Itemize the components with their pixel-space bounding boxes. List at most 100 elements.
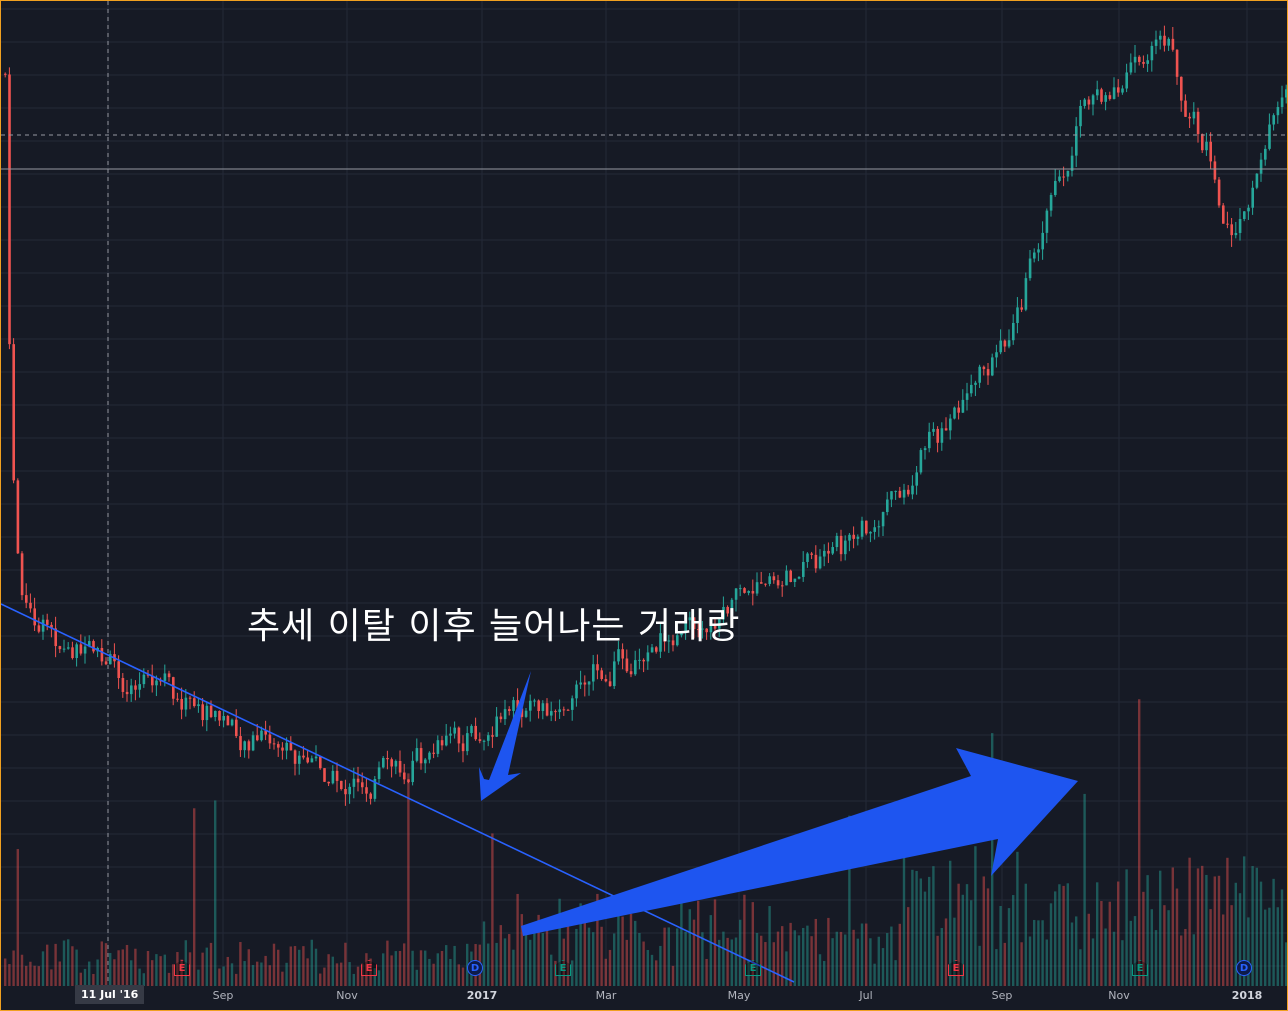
volume-bar [1243,856,1246,986]
volume-bar [394,951,397,986]
candle-body [432,752,435,754]
candle-body [264,730,267,735]
volume-bar [415,969,418,986]
volume-bar [676,928,679,986]
earnings-marker[interactable]: E [745,960,761,976]
volume-bar [839,931,843,986]
volume-bar [877,936,880,986]
volume-bar [1054,891,1057,986]
candle-body [50,624,53,629]
volume-bar [688,909,691,986]
volume-bar [12,950,15,986]
volume-bar [1234,882,1237,986]
candle-body [487,735,490,741]
volume-bar [1096,882,1099,986]
volume-bar [20,954,24,986]
volume-bar [243,961,246,986]
candle-body [260,730,263,741]
earnings-marker[interactable]: E [948,960,964,976]
candle-body [907,489,910,495]
volume-bar [764,942,767,986]
candle-body [1238,218,1242,233]
candle-body [991,357,994,376]
dividend-marker[interactable]: D [1236,960,1252,976]
candle-body [319,756,322,769]
volume-bar [625,939,628,986]
candle-body [1062,176,1065,178]
volume-bar [1066,883,1069,986]
candle-body [1066,170,1070,177]
candle-body [671,640,675,646]
candle-body [1096,89,1099,96]
volume-bar [1083,793,1086,986]
volume-bar [1125,869,1128,986]
volume-bar [344,942,347,986]
volume-bar [180,959,183,986]
candle-body [104,661,108,665]
candle-body [138,684,141,690]
candle-body [1209,141,1212,162]
candle-body [390,759,393,767]
x-tick-label: Jul [859,989,873,1002]
volume-bar [1259,881,1263,986]
candle-body [251,735,255,751]
volume-bar [793,930,796,986]
volume-bar [739,919,742,986]
volume-bar [667,927,670,986]
dividend-marker[interactable]: D [467,960,483,976]
volume-bar [1226,857,1229,986]
candle-body [982,366,986,370]
candle-body [461,743,465,752]
candle-body [650,647,654,653]
candle-body [1028,258,1032,279]
volume-bar [869,938,872,986]
earnings-marker[interactable]: E [1132,960,1148,976]
candle-body [579,682,582,685]
volume-bar [1091,938,1095,986]
candle-body [856,536,860,539]
candle-body [894,490,897,492]
volume-bar [281,971,284,986]
candle-body [289,742,293,751]
volume-bar [155,954,158,986]
candle-body [940,428,944,443]
candle-body [743,588,746,593]
volume-bar [348,962,351,986]
candle-body [1205,141,1208,151]
volume-bars [4,699,1287,986]
volume-bar [583,911,586,986]
volume-bar [134,948,137,986]
candle-body [970,384,973,394]
volume-bar [335,963,339,986]
volume-bar [436,953,439,986]
candle-body [545,703,549,716]
earnings-marker[interactable]: E [361,960,377,976]
candle-body [1083,99,1086,106]
candle-body [1285,89,1287,98]
volume-bar [848,815,851,986]
candle-body [243,741,246,751]
volume-bar [1192,934,1195,986]
candle-body [478,739,482,742]
candle-body [218,710,221,721]
volume-bar [545,924,549,986]
earnings-marker[interactable]: E [555,960,571,976]
volume-bar [1041,920,1044,986]
candle-body [1222,205,1225,224]
earnings-marker[interactable]: E [174,960,190,976]
volume-bar [277,949,280,986]
x-tick-label: Sep [212,989,234,1002]
candle-body [1243,211,1246,219]
volume-bar [886,933,889,986]
volume-bar [319,973,322,986]
volume-bar [382,953,385,986]
volume-bar [592,932,595,986]
candle-body [709,625,713,633]
candle-body [151,675,154,686]
candle-body [1100,89,1103,102]
volume-bar [25,965,28,986]
candle-body [558,709,561,713]
volume-bar [461,967,465,986]
candle-body [764,583,767,585]
